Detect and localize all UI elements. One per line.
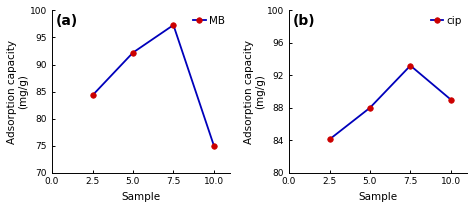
Line: cip: cip bbox=[327, 63, 454, 142]
cip bbox=[367, 107, 373, 109]
MB bbox=[130, 51, 136, 54]
cip bbox=[408, 64, 413, 67]
Y-axis label: Adsorption capacity
(mg/g): Adsorption capacity (mg/g) bbox=[7, 40, 28, 144]
Legend: cip: cip bbox=[429, 14, 464, 28]
Y-axis label: Adsorption capacity
(mg/g): Adsorption capacity (mg/g) bbox=[244, 40, 265, 144]
Legend: MB: MB bbox=[191, 14, 227, 28]
Line: MB: MB bbox=[90, 22, 217, 148]
X-axis label: Sample: Sample bbox=[121, 192, 161, 202]
MB bbox=[90, 94, 95, 97]
MB bbox=[171, 24, 176, 26]
X-axis label: Sample: Sample bbox=[358, 192, 398, 202]
Text: (a): (a) bbox=[55, 14, 78, 28]
Text: (b): (b) bbox=[292, 14, 315, 28]
cip bbox=[448, 98, 454, 101]
cip bbox=[327, 138, 332, 141]
MB bbox=[211, 144, 217, 147]
